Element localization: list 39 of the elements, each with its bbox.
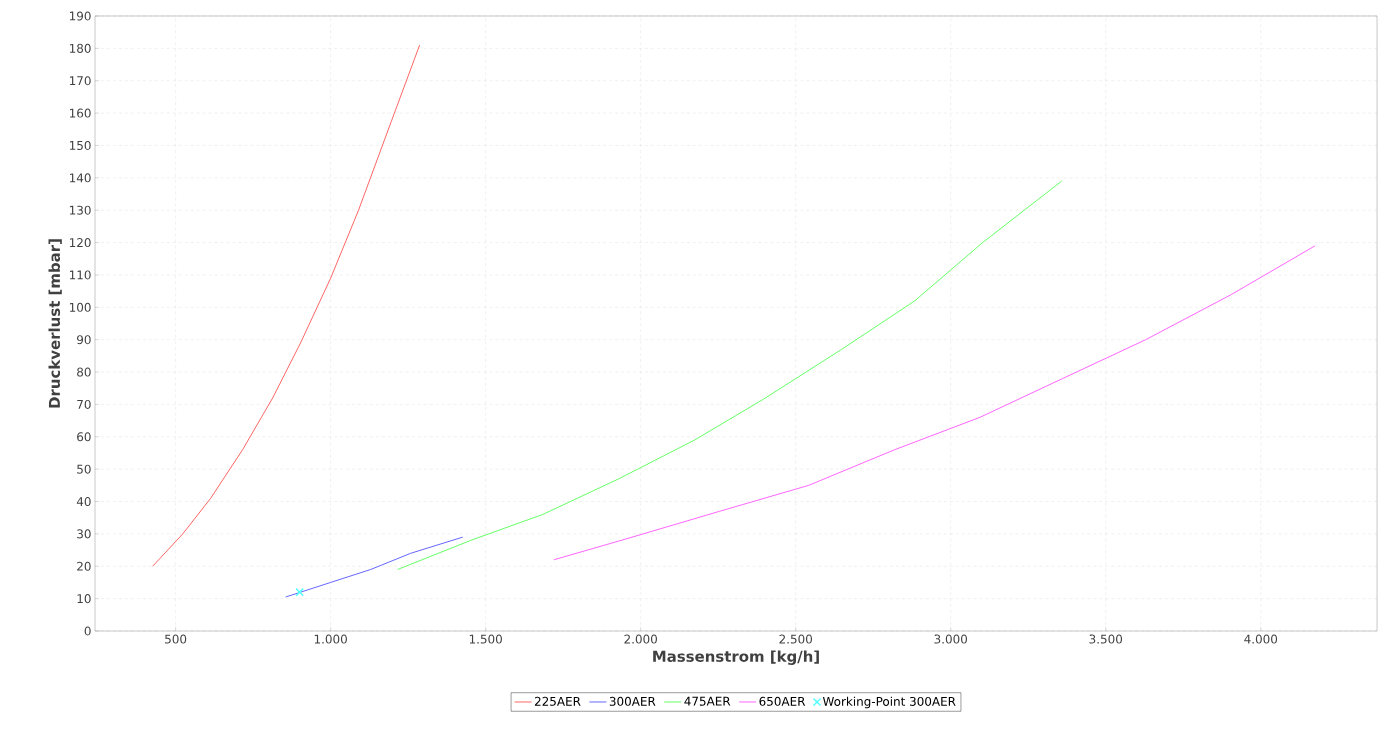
x-axis-title: Massenstrom [kg/h] xyxy=(653,650,819,665)
line-series xyxy=(285,536,464,598)
y-tick-label: 50 xyxy=(77,464,91,474)
legend-label: 475AER xyxy=(684,696,731,706)
y-tick-label: 180 xyxy=(69,43,91,53)
y-tick-label: 170 xyxy=(69,76,91,86)
x-tick-label: 3.000 xyxy=(934,634,968,644)
legend-label: 300AER xyxy=(609,696,656,706)
y-tick-label: 80 xyxy=(77,367,91,377)
x-tick-label: 3.500 xyxy=(1089,634,1123,644)
y-axis-title: Druckverlust [mbar] xyxy=(48,239,62,408)
y-tick-label: 130 xyxy=(69,205,91,215)
y-tick-label: 60 xyxy=(77,432,91,442)
legend-label: Working-Point 300AER xyxy=(822,696,956,709)
y-tick-label: 190 xyxy=(69,11,91,21)
y-tick-label: 110 xyxy=(69,270,91,280)
x-tick-label: 500 xyxy=(165,634,187,644)
legend-label: 650AER xyxy=(759,696,806,706)
y-tick-label: 10 xyxy=(77,594,91,604)
y-tick-label: 30 xyxy=(77,529,91,539)
x-tick-label: 2.500 xyxy=(779,634,813,644)
y-tick-label: 90 xyxy=(77,335,91,345)
y-tick-label: 40 xyxy=(76,497,91,507)
y-tick-label: 20 xyxy=(77,561,91,571)
y-tick-label: 100 xyxy=(69,302,91,312)
x-tick-label: 1.500 xyxy=(469,634,502,644)
line-series xyxy=(397,180,1063,570)
y-tick-label: 140 xyxy=(69,173,91,183)
x-tick-label: 4.000 xyxy=(1244,634,1278,644)
x-tick-label: 2.000 xyxy=(624,634,657,644)
legend-label: 225AER xyxy=(534,696,581,706)
line-series xyxy=(152,44,421,567)
x-tick-label: 1.000 xyxy=(314,634,347,644)
line-series xyxy=(553,245,1316,561)
y-tick-label: 70 xyxy=(77,399,91,409)
y-tick-label: 120 xyxy=(69,238,91,248)
y-tick-label: 150 xyxy=(69,140,91,150)
y-tick-label: 0 xyxy=(84,626,91,636)
y-tick-label: 160 xyxy=(69,108,91,118)
